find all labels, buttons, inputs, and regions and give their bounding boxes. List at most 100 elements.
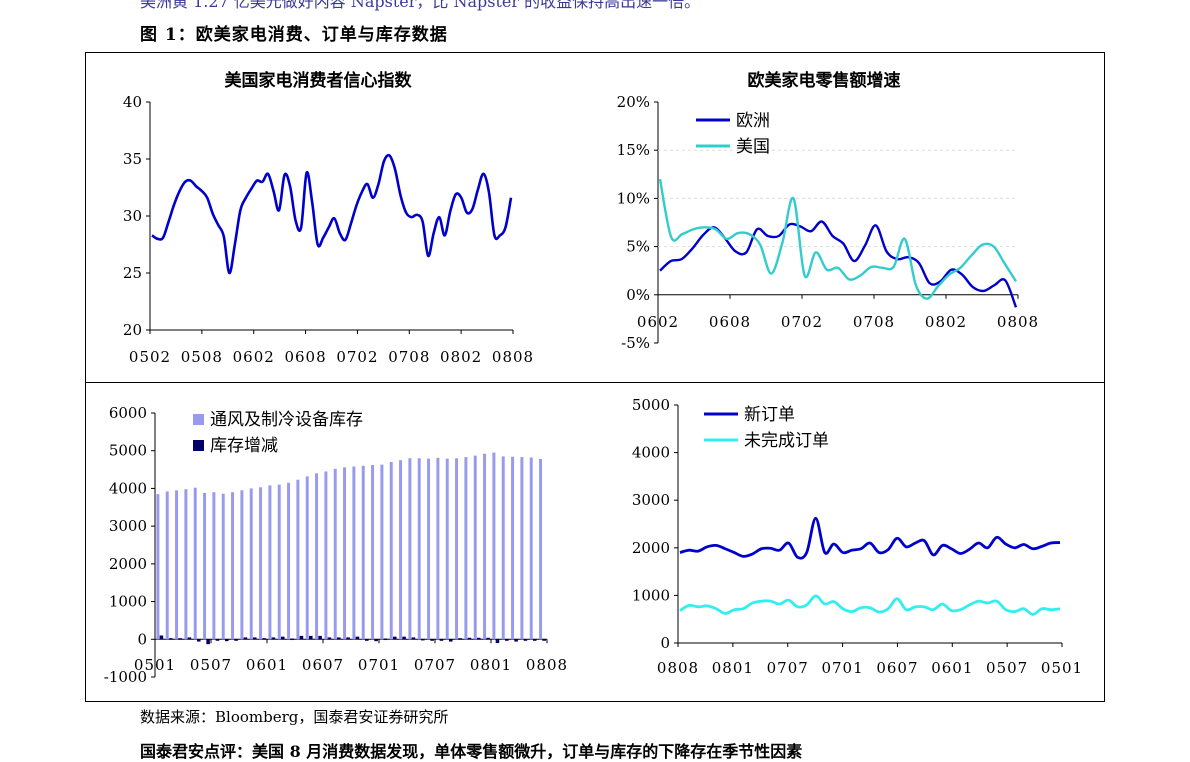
bar-inventory-change	[542, 639, 546, 641]
x-tick-label: 0701	[821, 659, 863, 677]
y-tick-label: 6000	[109, 404, 147, 422]
x-tick-label: 0607	[302, 656, 344, 674]
bar-inventory-change	[393, 636, 397, 640]
x-tick-label: 0707	[414, 656, 456, 674]
y-tick-label: 0	[660, 634, 670, 652]
bar-inventory-change	[449, 639, 453, 642]
bar-inventory-change	[187, 637, 192, 640]
y-tick-label: 25	[123, 264, 142, 282]
bar-inventory-change	[505, 639, 509, 641]
bar-inventory	[539, 459, 543, 640]
bar-inventory	[511, 456, 515, 640]
bar-inventory-change	[458, 638, 462, 640]
bar-inventory-change	[346, 637, 350, 640]
legend-label: 通风及制冷设备库存	[210, 410, 363, 430]
x-tick-label: 0508	[181, 348, 223, 366]
bar-inventory-change	[467, 637, 472, 640]
chart-title: 欧美家电零售额增速	[748, 70, 901, 91]
x-tick-label: 0507	[190, 656, 232, 674]
y-tick-label: 2000	[632, 539, 670, 557]
series-line-1	[151, 153, 513, 275]
bar-inventory	[361, 465, 365, 640]
bar-inventory	[240, 490, 244, 640]
bar-inventory-change	[514, 639, 518, 642]
x-tick-label: 0708	[853, 313, 895, 331]
x-tick-label: 0708	[388, 348, 430, 366]
x-tick-label: 0808	[657, 659, 699, 677]
bar-inventory-change	[355, 636, 360, 640]
bar-inventory-change	[402, 636, 406, 640]
series-line-2	[658, 178, 1018, 300]
bar-inventory-change	[318, 635, 322, 640]
y-tick-label: 15%	[617, 141, 650, 159]
y-tick-label: 10%	[617, 189, 650, 207]
bar-inventory	[193, 487, 197, 640]
x-tick-label: 0507	[986, 659, 1028, 677]
bar-inventory	[221, 493, 225, 640]
x-tick-label: 0601	[931, 659, 973, 677]
bar-inventory	[156, 494, 160, 640]
bar-inventory	[352, 466, 356, 640]
bar-inventory	[212, 492, 216, 640]
x-tick-label: 0608	[284, 348, 326, 366]
bar-inventory	[455, 458, 459, 640]
chart-title: 美国家电消费者信心指数	[225, 70, 413, 91]
series-line-1	[679, 516, 1061, 560]
bar-inventory-change	[411, 637, 416, 640]
bar-inventory	[324, 471, 328, 640]
x-tick-label: 0601	[246, 656, 288, 674]
x-tick-label: 0802	[440, 348, 482, 366]
x-tick-label: 0801	[712, 659, 754, 677]
y-tick-label: 3000	[109, 517, 147, 535]
y-tick-label: 5000	[632, 396, 670, 414]
bar-inventory	[436, 457, 440, 640]
clipped-commentary-text: 国泰君安点评：美国 8 月消费数据发现，单体零售额微升，订单与库存的下降存在季节…	[140, 742, 803, 761]
y-tick-label: 0	[137, 630, 147, 648]
bar-inventory-change	[374, 639, 378, 642]
y-tick-label: 20%	[617, 93, 650, 111]
source-note: 数据来源：Bloomberg，国泰君安证券研究所	[140, 708, 449, 726]
y-tick-label: 5000	[109, 442, 147, 460]
legend-swatch	[193, 414, 204, 425]
bar-inventory	[231, 492, 235, 640]
bar-inventory-change	[159, 635, 164, 640]
y-tick-label: 35	[123, 150, 142, 168]
bar-inventory	[305, 476, 309, 640]
y-tick-label: 20	[123, 321, 142, 339]
x-tick-label: 0608	[709, 313, 751, 331]
bar-inventory-change	[299, 635, 304, 640]
bar-inventory	[408, 458, 412, 640]
legend-label: 库存增减	[210, 436, 278, 456]
bar-inventory	[529, 457, 533, 640]
y-tick-label: 30	[123, 207, 142, 225]
bar-inventory-change	[383, 638, 388, 641]
bar-inventory-change	[271, 637, 276, 640]
bar-inventory-change	[178, 638, 182, 640]
bar-inventory-change	[290, 638, 294, 641]
y-tick-label: 3000	[632, 491, 670, 509]
bar-inventory	[464, 457, 468, 640]
bar-inventory-change	[262, 638, 266, 640]
bar-inventory-change	[477, 637, 481, 640]
bar-inventory	[315, 473, 319, 640]
y-tick-label: 40	[123, 93, 142, 111]
bar-inventory	[203, 492, 207, 640]
x-tick-label: 0701	[358, 656, 400, 674]
bar-inventory	[333, 468, 337, 640]
bar-inventory-change	[327, 637, 332, 640]
bar-inventory-change	[243, 637, 248, 640]
x-tick-label: 0808	[492, 348, 534, 366]
bar-inventory	[268, 485, 272, 640]
bar-inventory-change	[169, 638, 173, 640]
bar-inventory	[483, 453, 487, 640]
bar-inventory	[417, 458, 421, 640]
bar-inventory-change	[206, 639, 210, 645]
y-tick-label: 4000	[632, 444, 670, 462]
x-tick-label: 0707	[767, 659, 809, 677]
bar-inventory-change	[523, 639, 528, 641]
bar-inventory	[287, 482, 291, 640]
bar-inventory	[427, 458, 431, 640]
y-tick-label: 1000	[632, 586, 670, 604]
legend-label: 未完成订单	[744, 431, 829, 451]
x-tick-label: 0607	[876, 659, 918, 677]
